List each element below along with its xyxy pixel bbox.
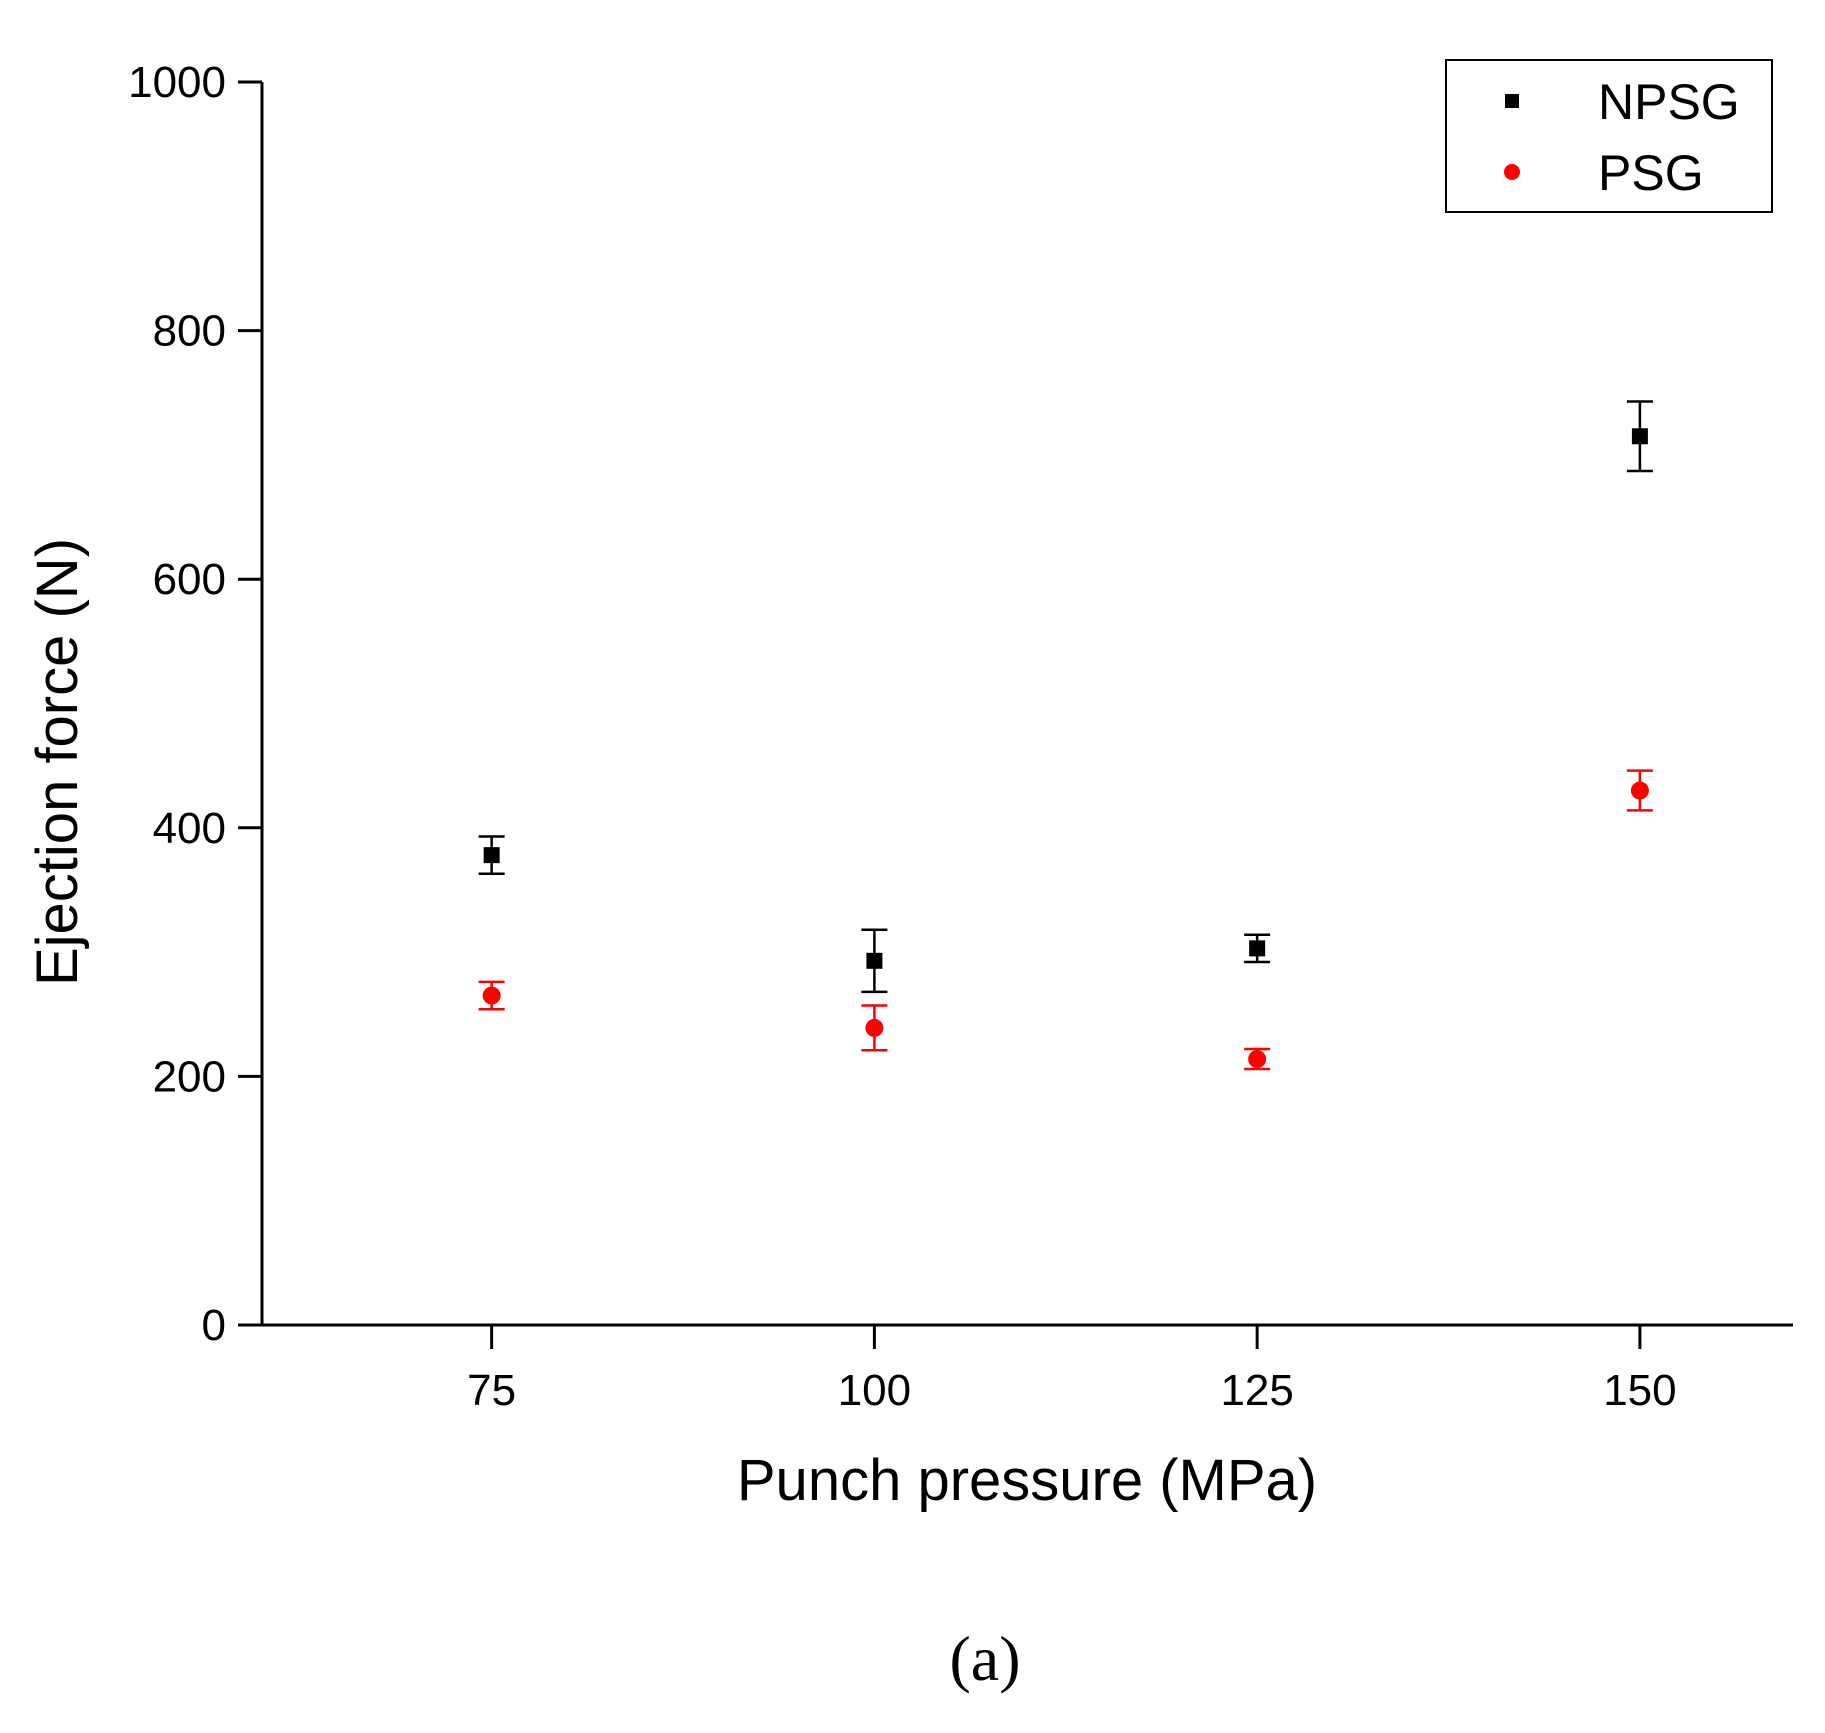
data-point (1631, 428, 1648, 445)
legend-label-psg: PSG (1598, 145, 1704, 201)
legend: NPSG PSG (1445, 59, 1773, 213)
data-point (866, 952, 883, 969)
legend-marker-npsg (1505, 94, 1519, 108)
panel-label: (a) (949, 1623, 1020, 1694)
y-tick-label: 200 (153, 1052, 226, 1101)
legend-marker-psg (1504, 164, 1520, 180)
y-tick-label: 0 (202, 1301, 226, 1350)
data-point (1248, 1049, 1267, 1068)
axes: 0 200 400 600 800 1000 75 100 125 150 (128, 58, 1793, 1415)
series-npsg (478, 400, 1653, 994)
x-tick-label: 150 (1603, 1366, 1676, 1415)
y-tick-label: 800 (153, 307, 226, 356)
y-tick-label: 1000 (128, 58, 226, 107)
y-axis-title: Ejection force (N) (25, 538, 90, 986)
x-tick-label: 75 (467, 1366, 516, 1415)
data-point (483, 847, 500, 864)
x-tick-label: 100 (838, 1366, 911, 1415)
series-psg (478, 769, 1653, 1071)
y-tick-label: 600 (153, 555, 226, 604)
data-point (482, 986, 501, 1005)
data-marks (478, 400, 1653, 1071)
legend-box (1445, 59, 1773, 213)
data-point (1249, 940, 1266, 957)
data-point (865, 1018, 884, 1037)
data-point (1630, 781, 1649, 800)
x-tick-label: 125 (1220, 1366, 1293, 1415)
x-axis-title: Punch pressure (MPa) (737, 1448, 1317, 1513)
legend-label-npsg: NPSG (1598, 74, 1740, 130)
y-tick-label: 400 (153, 804, 226, 853)
